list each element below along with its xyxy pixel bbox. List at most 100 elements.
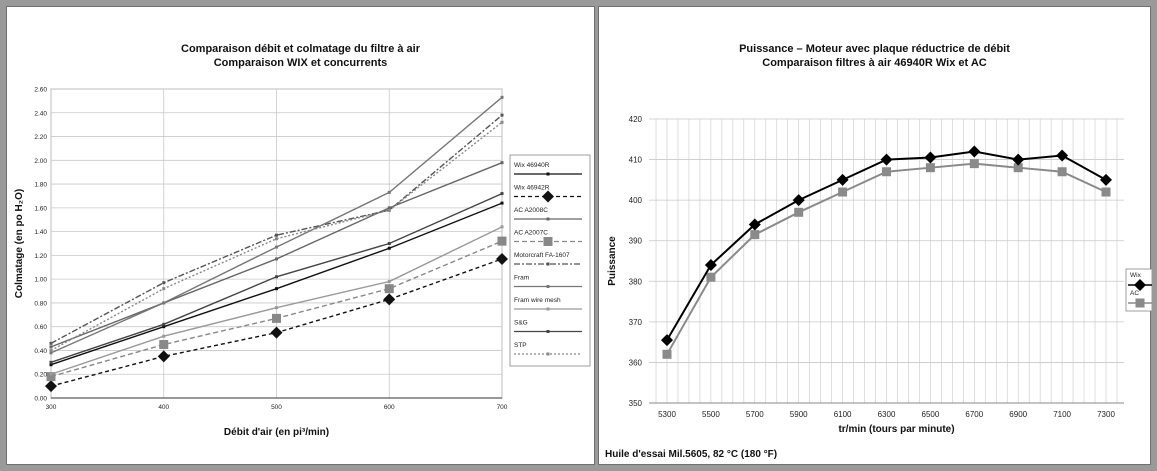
- data-point: [49, 372, 53, 376]
- series-line: [49, 95, 504, 355]
- legend-marker: [546, 217, 550, 221]
- data-point: [387, 242, 391, 245]
- series-path: [50, 121, 503, 352]
- data-point: [49, 363, 53, 367]
- data-point: [1057, 167, 1067, 177]
- data-point: [275, 275, 278, 279]
- x-axis-label: Débit d'air (en pi³/min): [224, 427, 329, 438]
- x-tick-label: 5700: [746, 410, 764, 419]
- y-tick-label: 1.80: [34, 182, 47, 189]
- series-line: [46, 236, 507, 382]
- series-line: [49, 120, 504, 352]
- x-tick-label: 700: [497, 404, 508, 411]
- data-point: [500, 201, 504, 205]
- x-tick-label: 5900: [790, 410, 808, 419]
- data-point: [924, 151, 937, 164]
- data-point: [162, 301, 166, 305]
- legend: Wix 46940R Wix 46942R AC A2008C AC A2007C Mo…: [509, 154, 591, 367]
- y-tick-label: 410: [629, 156, 643, 165]
- data-point: [662, 349, 672, 359]
- chart-footnote: Huile d'essai Mil.5605, 82 °C (180 °F): [605, 449, 778, 460]
- legend-marker: [543, 237, 553, 246]
- x-tick-label: 7100: [1053, 410, 1071, 419]
- y-tick-label: 2.20: [34, 134, 47, 141]
- x-tick-label: 5300: [658, 410, 676, 419]
- data-point: [162, 325, 166, 329]
- series-line: [661, 145, 1112, 347]
- data-point: [387, 190, 391, 194]
- chart-title: Puissance – Moteur avec plaque réductric…: [739, 43, 1010, 55]
- data-point: [49, 351, 53, 355]
- y-tick-label: 2.40: [34, 110, 47, 117]
- data-point: [500, 120, 504, 124]
- y-tick-label: 380: [629, 277, 643, 286]
- data-point: [275, 233, 278, 237]
- data-point: [969, 159, 979, 169]
- data-point: [1013, 163, 1023, 173]
- legend-label: AC A2008C: [514, 207, 548, 214]
- series-line: [49, 225, 504, 376]
- series-line: [662, 159, 1111, 359]
- data-point: [500, 95, 504, 99]
- data-point: [500, 113, 504, 117]
- data-point: [159, 340, 169, 350]
- x-tick-label: 6700: [965, 410, 983, 419]
- data-point: [968, 145, 981, 158]
- data-point: [270, 326, 283, 339]
- y-tick-label: 390: [629, 237, 643, 246]
- x-tick-label: 300: [46, 404, 57, 411]
- y-tick-label: 360: [629, 358, 643, 367]
- data-point: [880, 153, 893, 166]
- x-tick-label: 500: [271, 404, 282, 411]
- data-point: [157, 350, 170, 363]
- data-point: [387, 280, 391, 284]
- legend: Wix AC: [1125, 268, 1152, 312]
- y-tick-label: 1.60: [34, 205, 47, 212]
- data-point: [1100, 173, 1112, 186]
- series-line: [45, 252, 508, 393]
- legend-label: AC A2007C: [514, 230, 548, 237]
- legend-label: Motorcraft FA-1607: [514, 252, 570, 259]
- data-point: [792, 194, 805, 207]
- data-point: [500, 192, 504, 196]
- y-tick-label: 1.40: [34, 229, 47, 236]
- data-point: [1101, 187, 1111, 197]
- data-point: [49, 345, 53, 349]
- legend-marker: [1134, 279, 1146, 291]
- chart-title: Comparaison débit et colmatage du filtre…: [181, 43, 420, 55]
- y-tick-label: 370: [629, 318, 643, 327]
- y-tick-label: 0.20: [34, 372, 47, 379]
- data-point: [275, 287, 278, 291]
- data-point: [661, 334, 673, 347]
- legend-marker: [542, 190, 554, 203]
- data-point: [496, 252, 508, 265]
- x-tick-label: 600: [384, 404, 395, 411]
- y-tick-label: 0.80: [34, 300, 47, 307]
- y-axis-label: Colmatage (en po H₂O): [14, 189, 25, 298]
- data-point: [384, 284, 394, 294]
- data-point: [275, 237, 278, 241]
- legend-marker: [546, 352, 550, 356]
- legend-marker: [546, 307, 550, 311]
- legend-label: STP: [514, 342, 527, 349]
- legend-box: [509, 154, 591, 367]
- chart-panel-power: Puissance – Moteur avec plaque réductric…: [598, 6, 1152, 465]
- legend-marker: [546, 330, 550, 333]
- x-tick-label: 6100: [834, 410, 852, 419]
- y-tick-label: 400: [629, 196, 643, 205]
- x-tick-label: 6500: [922, 410, 940, 419]
- y-tick-label: 1.20: [34, 253, 47, 260]
- legend-marker: [546, 262, 550, 266]
- data-point: [836, 173, 849, 186]
- data-point: [925, 163, 935, 173]
- data-point: [706, 272, 716, 282]
- power-chart: 350 360 370 380 390 400 410 420 5300 5500 5700 5900…: [607, 115, 1152, 435]
- chart-panel-airflow: Comparaison débit et colmatage du filtre…: [6, 6, 595, 465]
- data-point: [272, 313, 281, 323]
- data-point: [387, 246, 391, 250]
- series-line: [49, 192, 504, 364]
- data-point: [794, 207, 804, 217]
- data-point: [748, 218, 761, 231]
- data-point: [704, 259, 717, 272]
- y-tick-label: 350: [629, 399, 643, 408]
